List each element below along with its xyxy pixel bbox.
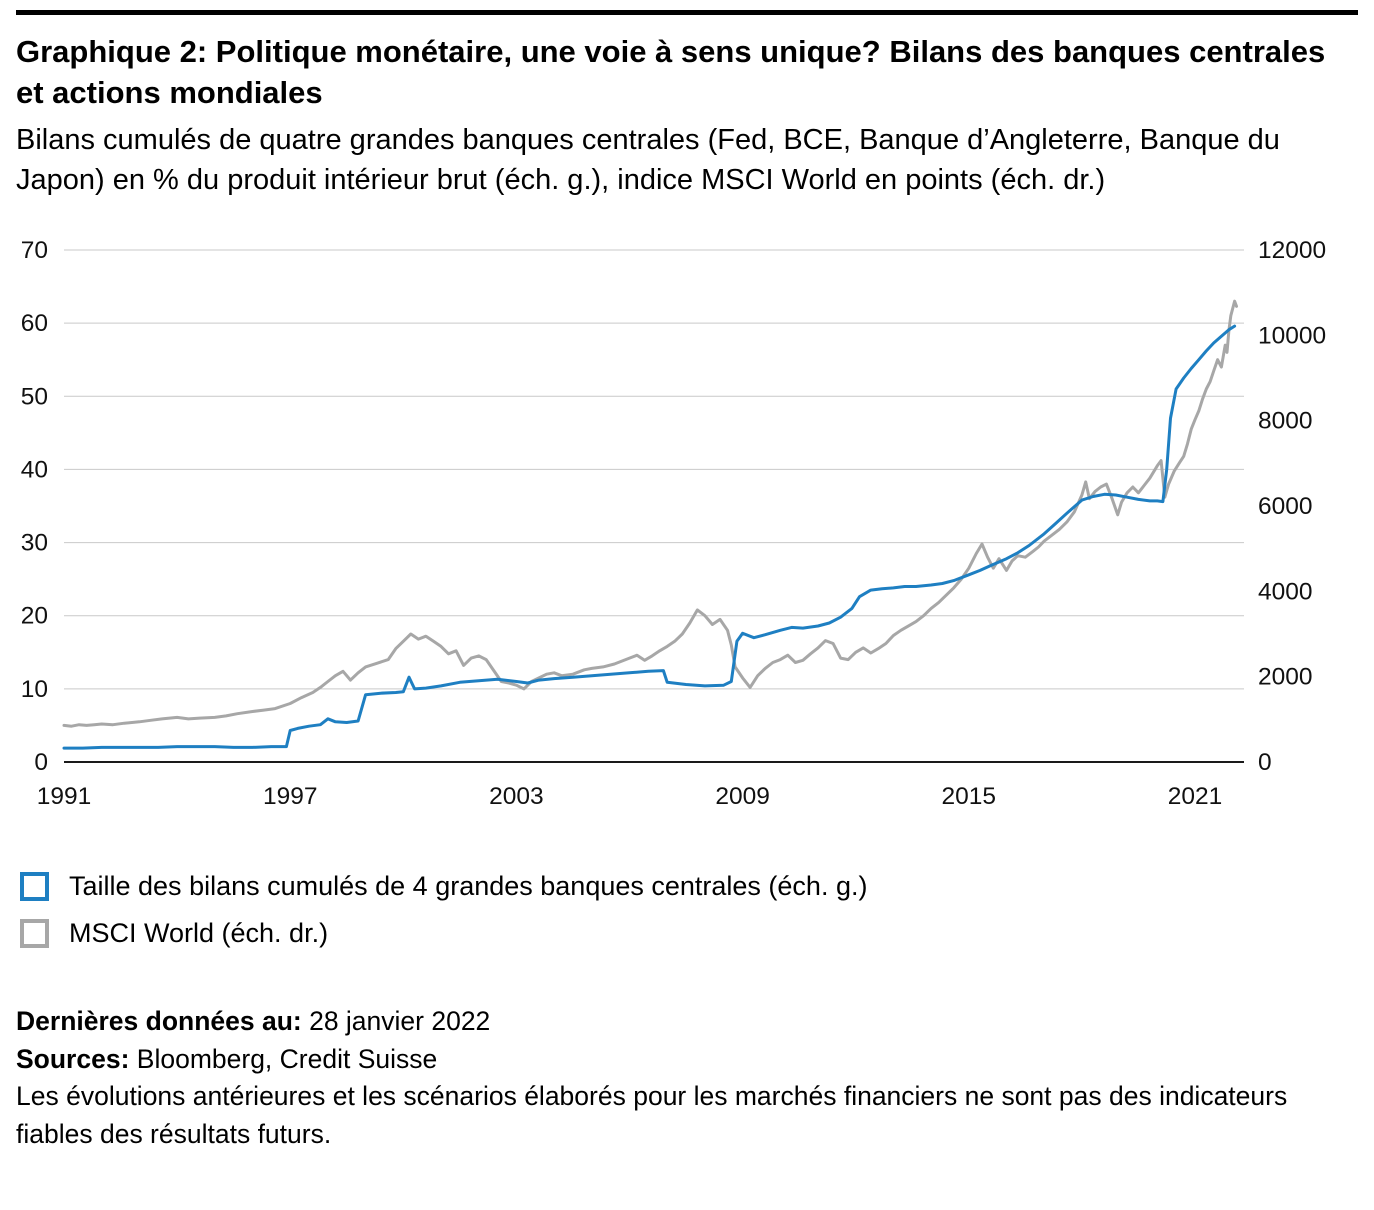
last-data-line: Dernières données au: 28 janvier 2022 — [16, 1002, 1358, 1040]
svg-text:2015: 2015 — [942, 783, 997, 810]
svg-text:70: 70 — [21, 237, 48, 264]
report-page: Graphique 2: Politique monétaire, une vo… — [0, 10, 1374, 1154]
top-divider-rule — [16, 10, 1358, 15]
chart-subtitle: Bilans cumulés de quatre grandes banques… — [16, 124, 1280, 196]
svg-text:50: 50 — [21, 384, 48, 411]
svg-text:2000: 2000 — [1258, 664, 1313, 691]
svg-text:1997: 1997 — [263, 783, 318, 810]
svg-text:0: 0 — [34, 749, 48, 776]
svg-text:6000: 6000 — [1258, 493, 1313, 520]
gray-square-legend-marker-icon — [20, 919, 49, 949]
legend-label-msci-world: MSCI World (éch. dr.) — [69, 918, 329, 949]
legend-label-balance-sheets: Taille des bilans cumulés de 4 grandes b… — [69, 871, 868, 902]
chart-area: 0 10 20 30 40 50 60 70 0 2000 4000 6000 8000 10000 120… — [16, 232, 1358, 825]
sources-value: Bloomberg, Credit Suisse — [136, 1043, 438, 1074]
blue-square-legend-marker-icon — [20, 872, 49, 902]
chart-footer: Dernières données au: 28 janvier 2022 So… — [16, 1002, 1358, 1154]
svg-text:30: 30 — [21, 530, 48, 557]
svg-text:12000: 12000 — [1258, 237, 1326, 264]
svg-text:20: 20 — [21, 603, 48, 630]
sources-label: Sources: — [16, 1043, 130, 1074]
legend-item-balance-sheets: Taille des bilans cumulés de 4 grandes b… — [16, 869, 1358, 904]
chart-legend: Taille des bilans cumulés de 4 grandes b… — [16, 869, 1358, 951]
last-data-label: Dernières données au: — [16, 1005, 302, 1036]
svg-text:0: 0 — [1258, 749, 1272, 776]
svg-text:60: 60 — [21, 310, 48, 337]
svg-text:2021: 2021 — [1168, 783, 1223, 810]
svg-text:10000: 10000 — [1258, 323, 1326, 350]
svg-text:8000: 8000 — [1258, 408, 1313, 435]
disclaimer-text: Les évolutions antérieures et les scénar… — [16, 1081, 1288, 1149]
central-bank-balance-sheets-vs-msci-line-chart: 0 10 20 30 40 50 60 70 0 2000 4000 6000 8000 10000 120… — [21, 237, 1326, 810]
svg-text:1991: 1991 — [37, 783, 92, 810]
chart-title: Graphique 2: Politique monétaire, une vo… — [16, 34, 1326, 111]
svg-text:40: 40 — [21, 457, 48, 484]
last-data-value: 28 janvier 2022 — [309, 1005, 491, 1036]
legend-item-msci-world: MSCI World (éch. dr.) — [16, 916, 1358, 951]
svg-text:4000: 4000 — [1258, 579, 1313, 606]
svg-text:10: 10 — [21, 676, 48, 703]
svg-text:2003: 2003 — [489, 783, 544, 810]
svg-text:2009: 2009 — [715, 783, 770, 810]
sources-line: Sources: Bloomberg, Credit Suisse — [16, 1040, 1358, 1078]
